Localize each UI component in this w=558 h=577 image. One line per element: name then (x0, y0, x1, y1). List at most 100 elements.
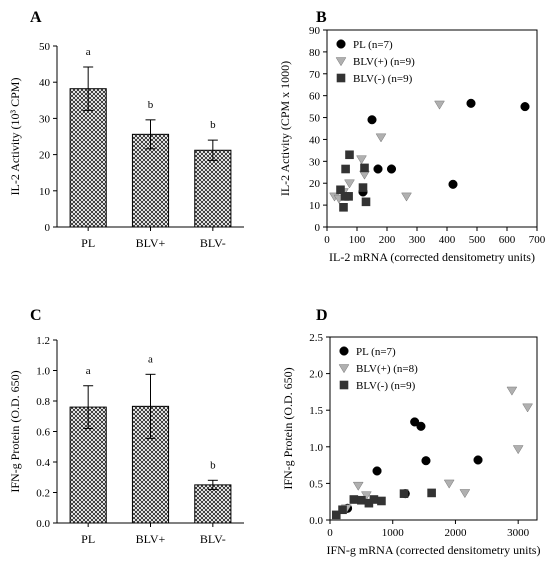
significance-letter: b (148, 99, 154, 111)
data-point (360, 491, 372, 501)
y-tick-label: 20 (309, 178, 321, 190)
y-tick-label: 1.2 (36, 335, 50, 347)
data-point (386, 164, 397, 174)
data-point (375, 133, 387, 143)
x-tick-label: 700 (529, 234, 546, 246)
y-tick-label: 40 (39, 77, 51, 89)
significance-letter: a (86, 46, 91, 58)
data-point (340, 192, 350, 201)
data-point (339, 203, 348, 212)
data-point (506, 386, 518, 396)
y-tick-label: 1.0 (309, 442, 323, 454)
x-tick-label: 0 (327, 527, 333, 539)
x-tick-label: 2000 (444, 527, 467, 539)
data-point (359, 170, 370, 180)
y-tick-label: 0.6 (36, 427, 50, 439)
data-point (352, 481, 364, 491)
legend-entry: PL (n=7) (356, 346, 396, 358)
data-point (361, 197, 371, 207)
panel-d: D 0.0 0.5 1.0 1.5 2.0 2.5 IFN-g Protein (O.D. 6… (281, 307, 540, 557)
series-square (336, 150, 371, 212)
data-point (401, 192, 412, 202)
x-tick-label: 500 (469, 234, 486, 246)
x-tick-label: 300 (409, 234, 426, 246)
data-point (338, 505, 347, 515)
legend-marker (339, 380, 349, 390)
data-point (349, 495, 359, 504)
significance-letter: a (148, 353, 153, 365)
legend-marker (336, 39, 346, 49)
data-point (459, 489, 471, 499)
x-tick-label: 400 (439, 234, 456, 246)
x-tick-label: 0 (324, 234, 330, 246)
data-point (448, 179, 458, 189)
y-tick-label: 1.0 (36, 366, 50, 378)
x-tick-label: BLV+ (136, 236, 166, 250)
data-point (344, 179, 355, 189)
data-point (369, 495, 379, 504)
y-tick-label: 90 (309, 25, 321, 37)
data-point (416, 421, 426, 431)
data-point (520, 102, 530, 112)
y-tick-label: 10 (309, 200, 321, 212)
significance-letter: a (86, 365, 91, 377)
x-tick-label: BLV+ (136, 532, 166, 546)
data-point (356, 155, 367, 165)
panel-label: C (30, 307, 42, 324)
data-point (372, 466, 382, 476)
x-tick-label: 200 (379, 234, 396, 246)
legend-entry: PL (n=7) (353, 39, 393, 51)
x-tick-label: BLV- (200, 236, 226, 250)
y-axis-label: IFN-g Protein (O.D. 650) (281, 367, 295, 489)
panel-label: B (316, 9, 327, 26)
panel-c: C 0.0 0.2 0.4 0.6 0.8 1.0 1.2 IFN-g Protein (O.D… (8, 307, 244, 546)
data-point (336, 185, 345, 195)
data-point (421, 456, 431, 466)
x-tick-label: 3000 (507, 527, 530, 539)
x-tick-label: 1000 (382, 527, 405, 539)
series-circle (358, 98, 530, 197)
legend-marker (335, 57, 347, 67)
legend-entry: BLV(+) (n=8) (356, 363, 418, 375)
x-tick-label: PL (81, 236, 95, 250)
x-tick-label: 100 (349, 234, 366, 246)
x-tick-label: BLV- (200, 532, 226, 546)
significance-letter: b (210, 459, 216, 471)
y-tick-label: 40 (309, 134, 321, 146)
y-tick-label: 70 (309, 69, 321, 81)
panel-label: D (316, 307, 328, 324)
plot-frame (326, 29, 538, 228)
data-point (331, 510, 341, 520)
y-tick-label: 2.0 (309, 369, 323, 381)
data-point (434, 100, 445, 110)
series-triangle-down (340, 386, 533, 514)
y-tick-label: 1.5 (309, 405, 323, 417)
data-point (466, 98, 476, 108)
data-point (358, 183, 368, 192)
y-tick-label: 50 (309, 113, 321, 125)
y-tick-label: 80 (309, 47, 321, 59)
y-tick-label: 20 (39, 150, 51, 162)
y-tick-label: 0.4 (36, 457, 50, 469)
y-tick-label: 30 (309, 156, 321, 168)
data-point (427, 488, 436, 498)
y-tick-label: 50 (39, 41, 51, 53)
y-tick-label: 0 (315, 222, 321, 234)
legend-marker (338, 364, 350, 374)
bar-pl (69, 88, 107, 228)
x-axis-label: IFN-g mRNA (corrected densitometry units… (327, 543, 541, 557)
y-tick-label: 0.2 (36, 488, 50, 500)
y-axis-label: IL-2 Activity (10³ CPM) (8, 78, 22, 196)
data-point (399, 489, 409, 498)
data-point (367, 115, 377, 125)
data-point (443, 479, 455, 489)
legend-marker (336, 73, 346, 83)
data-point (341, 164, 350, 174)
data-point (360, 163, 369, 173)
panel-label: A (30, 9, 42, 26)
legend-entry: BLV(-) (n=9) (353, 73, 413, 85)
x-tick-label: 600 (499, 234, 516, 246)
data-point (473, 455, 483, 465)
y-axis-label: IFN-g Protein (O.D. 650) (8, 370, 22, 492)
